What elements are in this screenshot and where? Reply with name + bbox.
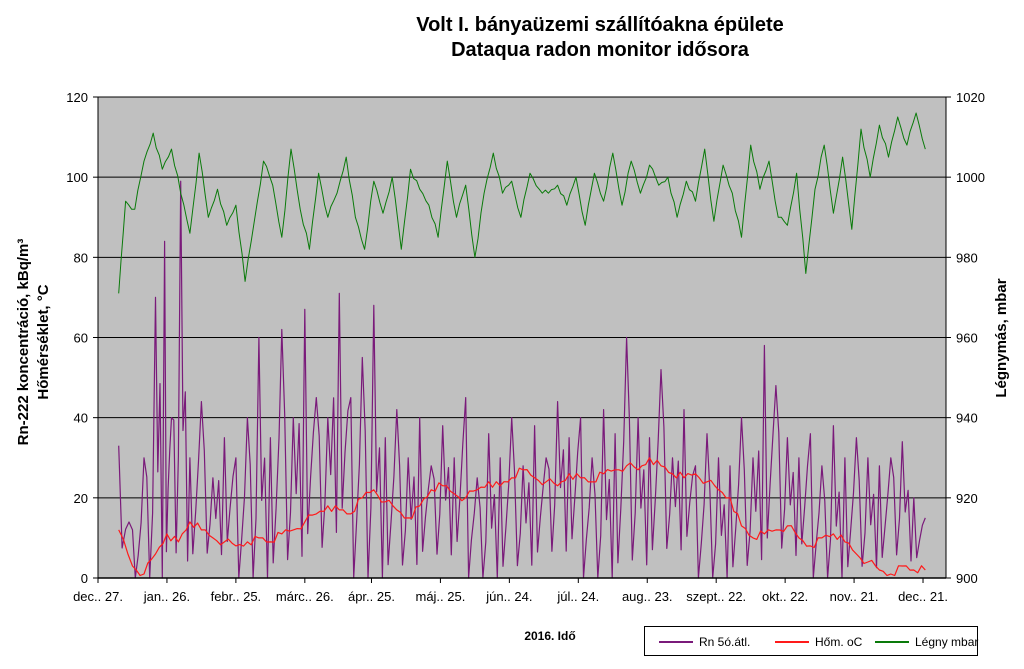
legend-item-radon: Rn 5ó.átl. [659, 635, 750, 649]
tick-labels: 0 20 40 60 80 100 120 900 920 940 960 980 1000 1020 de… [66, 90, 985, 604]
x-tick-label: jan.. 26. [143, 589, 190, 604]
y-right-tick-label: 980 [956, 250, 978, 265]
y-left-tick-label: 20 [74, 491, 88, 506]
y-axis-right-title: Légnymás, mbar [993, 278, 1010, 397]
legend-swatch-pressure [875, 641, 909, 643]
y-right-tick-label: 1000 [956, 170, 985, 185]
x-axis-title: 2016. Idő [524, 629, 576, 643]
y-right-tick-label: 1020 [956, 90, 985, 105]
chart-title-line2: Dataqua radon monitor idősora [451, 39, 749, 61]
x-tick-label: aug.. 23. [622, 589, 673, 604]
y-left-tick-label: 40 [74, 411, 88, 426]
legend-label-pressure: Légny mbar [915, 635, 979, 649]
x-tick-label: júl.. 24. [556, 589, 599, 604]
y-axis-left-title-line2: Hőmérséklet, °C [35, 284, 52, 399]
y-right-tick-label: 960 [956, 331, 978, 346]
y-right-tick-label: 900 [956, 571, 978, 586]
y-left-tick-label: 80 [74, 250, 88, 265]
legend-label-radon: Rn 5ó.átl. [699, 635, 751, 649]
legend-item-temperature: Hőm. oC [775, 635, 862, 649]
series-line-temperature [118, 457, 926, 577]
x-tick-label: dec.. 27. [73, 589, 123, 604]
x-tick-label: dec.. 21. [898, 589, 948, 604]
x-tick-label: jún.. 24. [485, 589, 532, 604]
x-tick-label: máj.. 25. [415, 589, 465, 604]
series-line-radon [118, 180, 926, 579]
y-left-tick-label: 0 [81, 571, 88, 586]
series-layer [118, 112, 926, 579]
x-tick-label: szept.. 22. [686, 589, 746, 604]
x-tick-label: ápr.. 25. [348, 589, 395, 604]
y-left-tick-label: 100 [66, 170, 88, 185]
axes [93, 96, 951, 583]
legend-swatch-temperature [775, 641, 809, 643]
series-line-pressure [118, 112, 926, 294]
x-tick-label: márc.. 26. [276, 589, 334, 604]
legend-label-temperature: Hőm. oC [815, 635, 863, 649]
y-right-tick-label: 940 [956, 411, 978, 426]
x-tick-label: febr.. 25. [211, 589, 262, 604]
y-right-tick-label: 920 [956, 491, 978, 506]
x-tick-label: okt.. 22. [762, 589, 808, 604]
y-axis-left-title-line1: Rn-222 koncentráció, kBq/m³ [15, 239, 32, 446]
chart-title-line1: Volt I. bányaüzemi szállítóakna épülete [416, 14, 784, 36]
x-tick-label: nov.. 21. [830, 589, 879, 604]
y-left-tick-label: 60 [74, 331, 88, 346]
y-left-tick-label: 120 [66, 90, 88, 105]
legend-item-pressure: Légny mbar [875, 635, 978, 649]
legend-swatch-radon [659, 641, 693, 643]
legend: Rn 5ó.átl. Hőm. oC Légny mbar [644, 626, 978, 656]
